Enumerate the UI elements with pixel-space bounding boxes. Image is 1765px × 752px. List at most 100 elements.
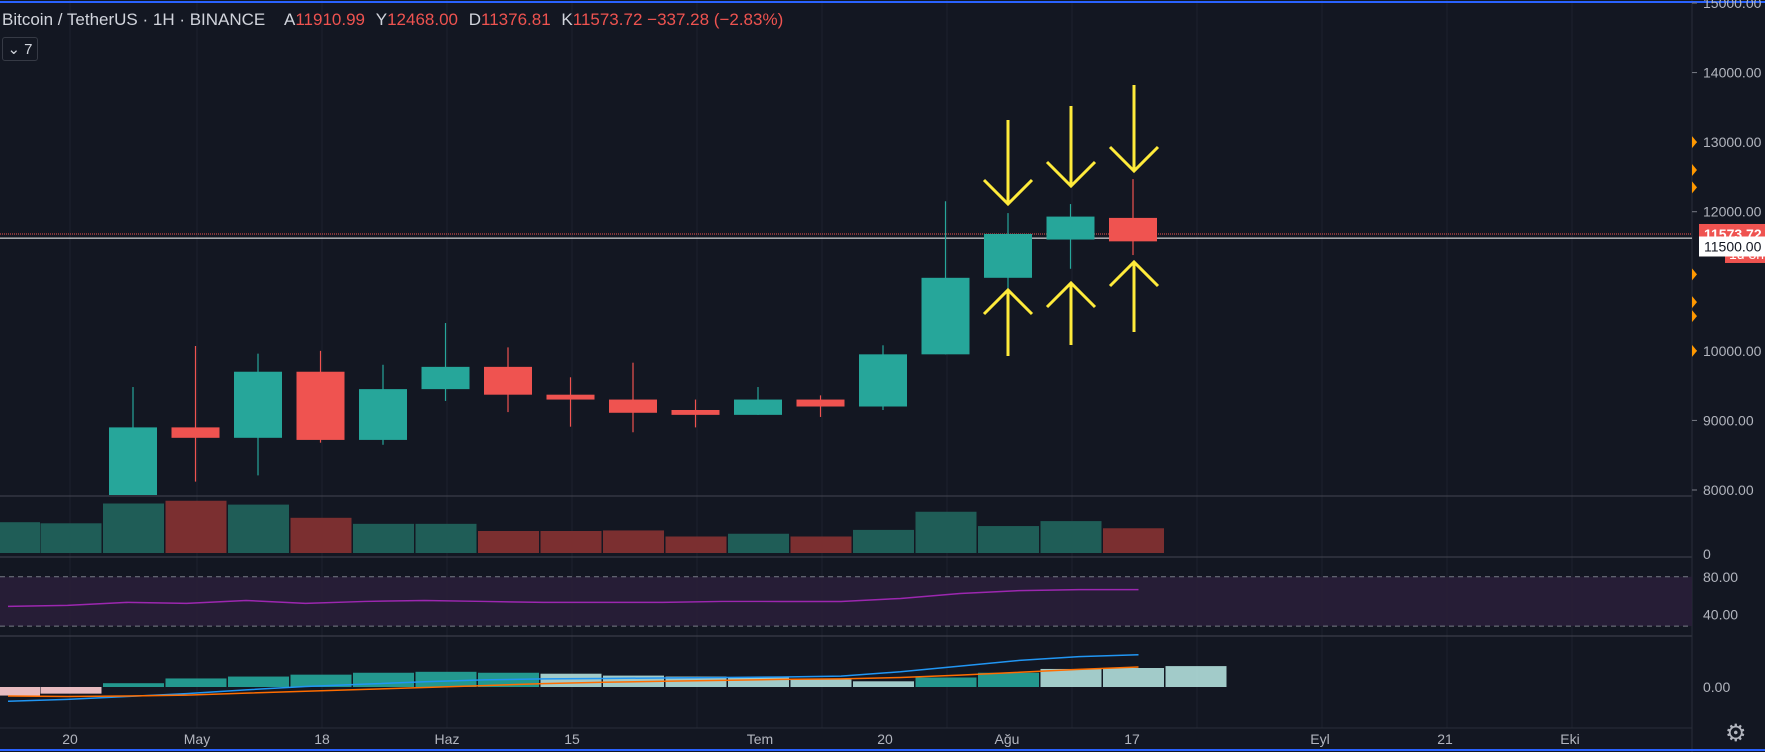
price-axis-label: 8000.00 xyxy=(1703,482,1754,498)
arrow-head xyxy=(982,178,1034,207)
volume-bar xyxy=(853,529,914,553)
level-price-label: 11500.00 xyxy=(1704,239,1762,255)
macd-histogram-bar xyxy=(728,677,789,687)
signal-line xyxy=(7,666,1139,698)
indicators-count: 7 xyxy=(24,40,33,58)
volume-bar xyxy=(228,504,289,553)
candle-body xyxy=(859,354,907,407)
volume-bar xyxy=(1040,521,1102,553)
candle-body xyxy=(109,427,157,495)
chevron-down-icon: ⌄ xyxy=(7,41,21,58)
time-axis-label: Eki xyxy=(1560,731,1579,747)
volume-bar xyxy=(790,536,852,553)
candle-body xyxy=(734,399,782,415)
price-axis-label: 13000.00 xyxy=(1703,134,1762,150)
candle-body xyxy=(359,389,407,440)
candle-body xyxy=(421,366,470,390)
macd-histogram-bar xyxy=(0,687,40,696)
up-arrow-annotation xyxy=(1108,259,1160,332)
down-arrow-annotation xyxy=(1045,106,1097,189)
price-axis-label: 12000.00 xyxy=(1703,204,1762,220)
volume-bar xyxy=(478,531,539,553)
axis-marker xyxy=(1692,344,1697,357)
low-value: 11376.81 xyxy=(481,10,551,29)
axis-marker xyxy=(1692,163,1697,176)
volume-bar xyxy=(728,533,789,553)
volume-bar xyxy=(415,523,477,553)
macd-histogram-bar xyxy=(540,673,602,687)
candle-body xyxy=(484,366,532,395)
time-axis-label: 20 xyxy=(62,731,78,747)
rsi-axis-label: 80.00 xyxy=(1703,569,1738,585)
axis-marker xyxy=(1692,268,1697,281)
macd-histogram-bar xyxy=(665,676,727,687)
level-price-badge xyxy=(1699,236,1765,257)
volume-bar xyxy=(1103,528,1164,553)
candle-body xyxy=(171,427,220,438)
time-axis-label: Ağu xyxy=(995,731,1020,747)
macd-histogram-bar xyxy=(228,676,289,687)
candle-body xyxy=(921,277,970,355)
close-value: 11573.72 xyxy=(572,10,643,29)
candle-body xyxy=(984,233,1032,278)
price-axis-label: 10000.00 xyxy=(1703,343,1762,359)
candle-body xyxy=(1109,217,1157,242)
candle-body xyxy=(296,371,345,440)
time-axis-label: 17 xyxy=(1124,731,1140,747)
macd-axis-label: 0.00 xyxy=(1703,679,1730,695)
arrow-head xyxy=(1108,259,1160,288)
arrow-head xyxy=(1108,145,1160,174)
volume-bar xyxy=(290,517,352,553)
close-label: K xyxy=(561,10,573,29)
candle-body xyxy=(671,409,720,415)
candle-body xyxy=(1046,216,1095,240)
time-axis-label: Haz xyxy=(435,731,460,747)
axis-marker xyxy=(1692,136,1697,149)
ohlc-readout: A11910.99 Y12468.00 D11376.81 K11573.72 … xyxy=(278,10,783,29)
macd-histogram-bar xyxy=(978,672,1039,687)
indicators-toggle-button[interactable]: ⌄ 7 xyxy=(2,37,38,61)
price-axis-label: 14000.00 xyxy=(1703,65,1762,81)
macd-histogram-bar xyxy=(790,679,852,687)
time-axis-label: 15 xyxy=(564,731,580,747)
volume-bar xyxy=(915,511,977,553)
high-value: 12468.00 xyxy=(387,10,458,29)
volume-bar xyxy=(540,531,602,553)
macd-histogram-bar xyxy=(415,671,477,687)
down-arrow-annotation xyxy=(982,120,1034,207)
time-axis-label: 21 xyxy=(1437,731,1453,747)
time-axis-label: 20 xyxy=(877,731,893,747)
macd-histogram-bar xyxy=(915,677,977,687)
price-axis-label: 9000.00 xyxy=(1703,412,1754,428)
volume-bar xyxy=(353,523,414,553)
change-value: −337.28 (−2.83%) xyxy=(647,10,784,29)
axis-marker xyxy=(1692,310,1697,323)
time-axis-label: 18 xyxy=(314,731,330,747)
open-label: A xyxy=(284,10,296,29)
rsi-line xyxy=(7,588,1139,608)
macd-histogram-bar xyxy=(165,678,227,687)
macd-histogram-bar xyxy=(1103,668,1164,687)
rsi-axis-label: 40.00 xyxy=(1703,606,1738,622)
open-value: 11910.99 xyxy=(295,10,366,29)
symbol-title: Bitcoin / TetherUS · 1H · BINANCE xyxy=(2,10,266,29)
macd-line xyxy=(7,653,1139,702)
down-arrow-annotation xyxy=(1108,85,1160,174)
volume-bar xyxy=(665,536,727,553)
time-axis-label: Tem xyxy=(747,731,773,747)
volume-axis-label: 0 xyxy=(1703,546,1711,562)
candle-body xyxy=(234,371,282,438)
arrow-head xyxy=(982,287,1034,316)
time-axis-label: May xyxy=(184,731,210,747)
arrow-head xyxy=(1045,160,1097,189)
axis-marker xyxy=(1692,181,1697,194)
macd-histogram-bar xyxy=(290,674,352,687)
gear-icon[interactable]: ⚙ xyxy=(1725,720,1747,747)
candle-body xyxy=(796,399,845,407)
up-arrow-annotation xyxy=(1045,280,1097,345)
price-axis-label: 15000.00 xyxy=(1703,0,1762,11)
volume-bar xyxy=(40,523,102,553)
macd-histogram-bar xyxy=(1040,668,1102,687)
macd-histogram-bar xyxy=(40,687,102,694)
